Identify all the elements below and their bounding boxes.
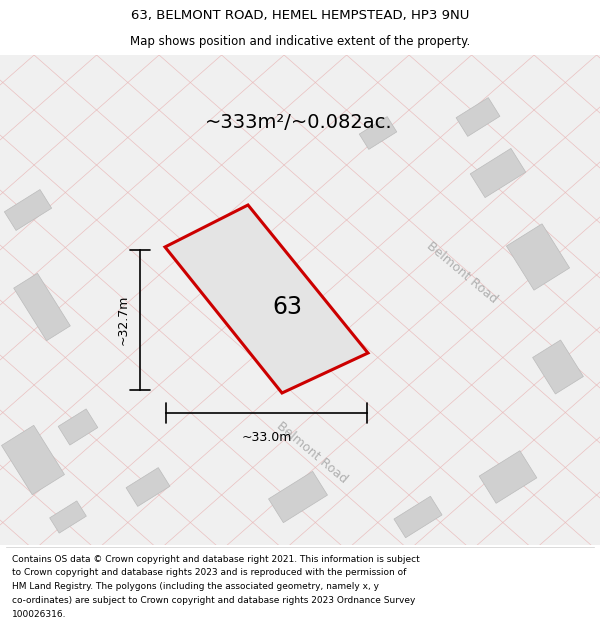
Polygon shape [2, 426, 64, 494]
Text: 63, BELMONT ROAD, HEMEL HEMPSTEAD, HP3 9NU: 63, BELMONT ROAD, HEMEL HEMPSTEAD, HP3 9… [131, 9, 469, 22]
Text: co-ordinates) are subject to Crown copyright and database rights 2023 Ordnance S: co-ordinates) are subject to Crown copyr… [12, 596, 415, 605]
Polygon shape [533, 340, 583, 394]
Text: ~333m²/~0.082ac.: ~333m²/~0.082ac. [205, 114, 392, 132]
Text: 63: 63 [273, 296, 303, 319]
Polygon shape [470, 148, 526, 198]
Text: Belmont Road: Belmont Road [424, 240, 500, 306]
Polygon shape [50, 501, 86, 533]
Polygon shape [14, 273, 70, 341]
Text: to Crown copyright and database rights 2023 and is reproduced with the permissio: to Crown copyright and database rights 2… [12, 568, 406, 578]
Polygon shape [269, 471, 328, 522]
Polygon shape [479, 451, 537, 503]
Text: ~33.0m: ~33.0m [241, 431, 292, 444]
Polygon shape [394, 496, 442, 538]
Text: Contains OS data © Crown copyright and database right 2021. This information is : Contains OS data © Crown copyright and d… [12, 554, 420, 564]
Text: ~32.7m: ~32.7m [117, 295, 130, 345]
Text: Belmont Road: Belmont Road [274, 420, 350, 486]
Polygon shape [359, 117, 397, 149]
Polygon shape [126, 468, 170, 506]
Text: 100026316.: 100026316. [12, 609, 67, 619]
Polygon shape [4, 189, 52, 231]
Polygon shape [165, 205, 368, 393]
Polygon shape [506, 224, 569, 290]
Polygon shape [58, 409, 98, 445]
Text: HM Land Registry. The polygons (including the associated geometry, namely x, y: HM Land Registry. The polygons (includin… [12, 582, 379, 591]
Text: Map shows position and indicative extent of the property.: Map shows position and indicative extent… [130, 35, 470, 48]
Polygon shape [456, 98, 500, 136]
